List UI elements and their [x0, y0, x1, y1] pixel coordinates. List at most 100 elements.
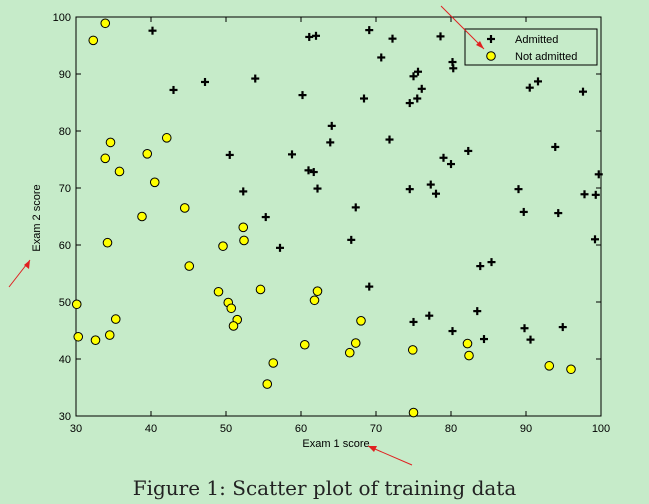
- data-point-not-admitted: [228, 321, 239, 331]
- data-point-not-admitted: [73, 331, 84, 342]
- arrow-legend-head: [476, 41, 484, 49]
- data-point-not-admitted: [464, 350, 474, 361]
- legend-marker-not-admitted: [486, 51, 496, 61]
- data-point-admitted: [413, 94, 422, 103]
- x-tick-label: 30: [70, 423, 82, 435]
- data-point-not-admitted: [142, 149, 153, 159]
- y-tick-label: 50: [59, 297, 71, 309]
- x-tick-label: 60: [295, 423, 307, 435]
- data-point-admitted: [476, 262, 485, 271]
- data-point-not-admitted: [100, 18, 111, 29]
- data-point-admitted: [347, 235, 356, 244]
- data-point-admitted: [288, 150, 296, 159]
- data-point-not-admitted: [239, 235, 249, 246]
- data-point-not-admitted: [71, 299, 82, 310]
- data-point-not-admitted: [268, 358, 279, 368]
- data-point-admitted: [594, 170, 603, 179]
- y-tick-label: 30: [59, 411, 71, 423]
- annotation-arrows: [8, 5, 485, 466]
- data-point-not-admitted: [262, 379, 273, 389]
- data-point-admitted: [551, 142, 560, 151]
- data-point-not-admitted: [184, 261, 195, 271]
- data-point-not-admitted: [90, 335, 101, 345]
- data-point-not-admitted: [299, 339, 310, 350]
- plot-area: [75, 16, 602, 417]
- data-point-admitted: [239, 187, 248, 196]
- data-point-admitted: [426, 180, 435, 189]
- data-point-admitted: [326, 138, 335, 147]
- data-point-not-admitted: [255, 284, 266, 295]
- data-point-admitted: [148, 26, 157, 35]
- data-point-admitted: [360, 94, 368, 103]
- data-point-not-admitted: [88, 35, 99, 46]
- y-tick-label: 40: [59, 354, 71, 366]
- data-point-admitted: [525, 83, 534, 92]
- data-point-not-admitted: [149, 177, 160, 188]
- y-tick-label: 70: [59, 183, 71, 195]
- arrow-y-label-head: [24, 260, 30, 269]
- legend: Admitted Not admitted: [464, 28, 598, 66]
- data-point-admitted: [519, 207, 528, 216]
- legend-plus-marker: [487, 35, 495, 43]
- data-point-admitted: [409, 72, 418, 81]
- data-point-admitted: [351, 203, 360, 212]
- figure-caption: Figure 1: Scatter plot of training data: [132, 476, 517, 500]
- data-point-admitted: [417, 84, 426, 93]
- data-point-admitted: [309, 168, 318, 177]
- legend-label-not-admitted: Not admitted: [515, 51, 577, 63]
- data-point-admitted: [432, 189, 440, 198]
- data-point-not-admitted: [566, 364, 576, 375]
- legend-circle-marker: [486, 51, 496, 61]
- data-point-admitted: [312, 31, 320, 40]
- data-point-admitted: [409, 317, 418, 326]
- y-tick-label: 100: [53, 12, 71, 24]
- data-point-admitted: [449, 64, 458, 73]
- data-point-not-admitted: [238, 222, 249, 233]
- data-point-admitted: [439, 153, 448, 162]
- data-point-not-admitted: [312, 286, 323, 296]
- data-point-admitted: [377, 53, 386, 62]
- data-point-not-admitted: [137, 211, 147, 222]
- data-point-admitted: [169, 85, 178, 94]
- x-tick-label: 70: [370, 423, 382, 435]
- data-point-admitted: [514, 185, 523, 194]
- data-point-not-admitted: [407, 345, 418, 355]
- axis-ticks: 30 40 50 60 70 80 90 100 30 40 50 60 70 80 90 100: [53, 12, 611, 435]
- data-point-admitted: [298, 91, 307, 100]
- data-point-admitted: [579, 87, 587, 96]
- x-tick-label: 50: [220, 423, 232, 435]
- data-point-not-admitted: [226, 303, 237, 314]
- data-point-admitted: [580, 190, 589, 199]
- data-point-not-admitted: [179, 203, 190, 213]
- data-point-admitted: [304, 166, 313, 175]
- data-point-admitted: [405, 185, 414, 194]
- data-point-admitted: [425, 311, 434, 320]
- data-point-admitted: [225, 150, 234, 159]
- data-point-admitted: [448, 327, 457, 336]
- data-point-not-admitted: [110, 314, 121, 324]
- data-point-not-admitted: [309, 295, 320, 306]
- y-axis-label: Exam 2 score: [31, 184, 43, 251]
- y-tick-label: 60: [59, 240, 71, 252]
- arrow-legend: [440, 5, 485, 50]
- data-point-admitted: [473, 307, 482, 316]
- data-point-admitted: [534, 77, 542, 86]
- x-tick-label: 90: [520, 423, 532, 435]
- data-point-admitted: [487, 258, 496, 267]
- data-point-not-admitted: [100, 153, 111, 164]
- data-point-not-admitted: [102, 237, 113, 248]
- arrow-x-label-head: [368, 446, 377, 452]
- data-point-admitted: [261, 213, 270, 222]
- data-point-admitted: [251, 74, 260, 83]
- data-point-admitted: [591, 235, 599, 244]
- y-tick-label: 80: [59, 126, 71, 138]
- data-point-admitted: [327, 121, 336, 130]
- data-point-not-admitted: [114, 166, 125, 177]
- data-point-not-admitted: [462, 338, 473, 349]
- x-axis-label: Exam 1 score: [302, 438, 369, 450]
- legend-marker-admitted: [487, 35, 495, 43]
- data-point-not-admitted: [544, 361, 555, 371]
- legend-box: [464, 28, 598, 66]
- y-tick-label: 90: [59, 69, 71, 81]
- data-point-admitted: [464, 146, 473, 155]
